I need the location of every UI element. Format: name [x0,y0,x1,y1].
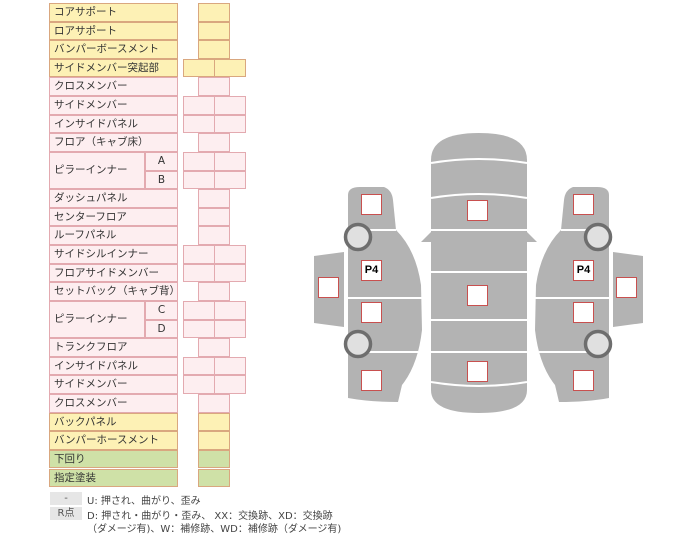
grade-cell[interactable] [198,431,230,450]
legend-key: R点 [50,507,82,520]
legend-text: U: 押され、曲がり、歪み [87,496,201,507]
grade-cell[interactable] [214,58,246,78]
mark-right-door[interactable] [616,277,637,298]
grade-cell[interactable] [214,96,246,115]
grade-cell[interactable] [214,375,246,394]
grade-cell[interactable] [198,40,230,59]
mark-center-rear[interactable] [467,361,488,382]
row-label: コアサポート [49,3,178,22]
center-wing-left [421,232,431,242]
grade-cell[interactable] [198,189,230,208]
grade-cell[interactable] [214,263,246,283]
row-label: ロアサポート [49,21,178,41]
row-label: ピラーインナー [49,151,145,190]
grade-cell[interactable] [214,356,246,376]
row-label: セットバック（キャブ背） [49,282,178,301]
grade-cell[interactable] [214,300,246,320]
row-label: バックパネル [49,412,178,432]
mark-left-rear[interactable] [361,370,382,391]
center-wing-right [527,232,537,242]
row-sublabel: C [145,300,178,320]
wheel-icon [343,222,373,252]
row-sublabel: D [145,319,178,339]
legend-text: （ダメージ有)、W：補修跡、WD：補修跡（ダメージ有) [87,524,342,535]
row-label: 指定塗装 [49,468,178,488]
row-sublabel: B [145,170,178,190]
row-label: フロアサイドメンバー [49,263,178,283]
row-label: バンパーボースメント [49,40,178,59]
grade-cell[interactable] [198,338,230,357]
row-label: サイドメンバー突起部 [49,58,178,78]
row-label: ルーフパネル [49,226,178,246]
legend-key: - [50,492,82,505]
wheel-icon [583,222,613,252]
grade-cell[interactable] [198,394,230,413]
grade-cell[interactable] [214,151,246,171]
mark-right-rear[interactable] [573,370,594,391]
row-label: ダッシュパネル [49,189,178,208]
row-label: インサイドパネル [49,114,178,134]
grade-cell[interactable] [198,412,230,432]
legend-text: D: 押され・曲がり・歪み、 XX：交換跡、XD：交換跡 [87,511,333,522]
grade-cell[interactable] [198,133,230,152]
mark-center-front[interactable] [467,200,488,221]
mark-left-door[interactable] [318,277,339,298]
row-label: センターフロア [49,207,178,227]
row-label: クロスメンバー [49,77,178,97]
row-label: サイドメンバー [49,96,178,115]
grade-cell[interactable] [214,319,246,339]
mark-right-p4[interactable]: P4 [573,260,594,281]
mark-right-mid[interactable] [573,302,594,323]
grade-cell[interactable] [198,21,230,41]
row-label: クロスメンバー [49,394,178,413]
row-label: トランクフロア [49,338,178,357]
grade-cell[interactable] [198,226,230,246]
row-label: 下回り [49,449,178,469]
mark-right-front[interactable] [573,194,594,215]
grade-cell[interactable] [214,170,246,190]
grade-cell[interactable] [198,77,230,97]
mark-left-p4[interactable]: P4 [361,260,382,281]
grade-cell[interactable] [198,207,230,227]
row-label: サイドメンバー [49,375,178,394]
row-label: ピラーインナー [49,300,145,339]
grade-cell[interactable] [198,282,230,301]
row-label: サイドシルインナー [49,245,178,264]
grade-cell[interactable] [214,245,246,264]
row-label: バンパーホースメント [49,431,178,450]
mark-center-mid[interactable] [467,285,488,306]
row-label: インサイドパネル [49,356,178,376]
mark-left-mid[interactable] [361,302,382,323]
grade-cell[interactable] [198,449,230,469]
mark-left-front[interactable] [361,194,382,215]
grade-cell[interactable] [214,114,246,134]
wheel-icon [583,329,613,359]
grade-cell[interactable] [198,3,230,22]
grade-cell[interactable] [198,468,230,488]
row-sublabel: A [145,151,178,171]
row-label: フロア（キャブ床） [49,133,178,152]
wheel-icon [343,329,373,359]
